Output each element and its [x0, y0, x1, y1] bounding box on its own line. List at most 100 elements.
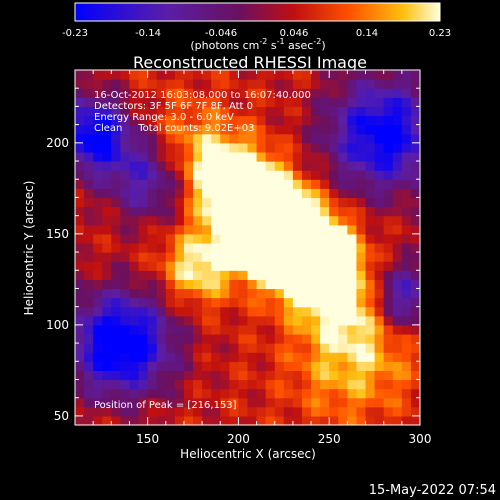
heatmap-cell — [75, 233, 85, 244]
heatmap-cell — [156, 406, 167, 417]
heatmap-cell — [147, 97, 158, 108]
heatmap-cell — [165, 370, 176, 381]
heatmap-cell — [301, 224, 312, 235]
heatmap-cell — [238, 88, 249, 98]
heatmap-cell — [356, 252, 367, 262]
heatmap-cell — [75, 224, 85, 235]
heatmap-cell — [265, 179, 276, 189]
heatmap-cell — [301, 315, 312, 326]
heatmap-cell — [401, 70, 412, 80]
heatmap-cell — [374, 415, 385, 425]
heatmap-cell — [75, 261, 85, 271]
heatmap-cell — [220, 151, 230, 162]
heatmap-cell — [102, 188, 112, 199]
heatmap-cell — [283, 179, 294, 189]
heatmap-cell — [410, 206, 420, 217]
heatmap-cell — [211, 88, 221, 98]
heatmap-cell — [165, 88, 176, 98]
heatmap-cell — [274, 224, 285, 235]
heatmap-cell — [392, 397, 403, 408]
heatmap-cell — [156, 188, 167, 199]
heatmap-cell — [211, 343, 221, 353]
heatmap-cell — [311, 97, 321, 108]
heatmap-cell — [202, 379, 212, 390]
heatmap-cell — [356, 270, 367, 280]
heatmap-cell — [174, 306, 185, 317]
heatmap-cell — [392, 170, 403, 180]
heatmap-cell — [202, 133, 212, 144]
heatmap-cell — [147, 124, 158, 135]
heatmap-cell — [147, 233, 158, 244]
heatmap-cell — [356, 179, 367, 189]
heatmap-cell — [229, 151, 240, 162]
heatmap-cell — [165, 151, 176, 162]
heatmap-cell — [401, 233, 412, 244]
heatmap-cell — [338, 224, 348, 235]
heatmap-cell — [93, 242, 103, 253]
heatmap-cell — [238, 70, 249, 80]
heatmap-cell — [156, 379, 167, 390]
heatmap-cell — [392, 215, 403, 226]
heatmap-cell — [75, 88, 85, 98]
heatmap-cell — [156, 115, 167, 126]
heatmap-cell — [211, 252, 221, 262]
heatmap-cell — [211, 306, 221, 317]
heatmap-cell — [347, 288, 358, 299]
heatmap-cell — [229, 333, 240, 344]
heatmap-cell — [320, 188, 330, 199]
heatmap-cell — [265, 343, 276, 353]
heatmap-cell — [301, 79, 312, 89]
heatmap-cell — [229, 379, 240, 390]
heatmap-cell — [356, 206, 367, 217]
heatmap-cell — [220, 379, 230, 390]
heatmap-cell — [211, 315, 221, 326]
heatmap-cell — [193, 324, 203, 335]
heatmap-cell — [84, 142, 94, 153]
heatmap-cell — [383, 361, 394, 371]
heatmap-cell — [93, 142, 103, 153]
x-tick-label: 150 — [136, 432, 159, 446]
heatmap-cell — [229, 252, 240, 262]
heatmap-cell — [156, 315, 167, 326]
heatmap-cell — [174, 370, 185, 381]
heatmap-cell — [383, 179, 394, 189]
heatmap-cell — [347, 270, 358, 280]
heatmap-cell — [247, 297, 258, 308]
heatmap-cell — [356, 415, 367, 425]
heatmap-cell — [220, 252, 230, 262]
heatmap-cell — [75, 333, 85, 344]
heatmap-cell — [238, 406, 249, 417]
heatmap-cell — [347, 224, 358, 235]
heatmap-cell — [347, 343, 358, 353]
heatmap-cell — [111, 179, 121, 189]
heatmap-cell — [220, 70, 230, 80]
heatmap-cell — [265, 215, 276, 226]
heatmap-cell — [311, 324, 321, 335]
heatmap-cell — [147, 306, 158, 317]
heatmap-cell — [392, 206, 403, 217]
heatmap-cell — [274, 406, 285, 417]
heatmap-cell — [138, 124, 149, 135]
heatmap-cell — [301, 124, 312, 135]
heatmap-cell — [265, 170, 276, 180]
heatmap-cell — [338, 333, 348, 344]
heatmap-cell — [165, 415, 176, 425]
heatmap-cell — [383, 261, 394, 271]
heatmap-cell — [265, 151, 276, 162]
heatmap-cell — [111, 388, 121, 399]
heatmap-cell — [220, 279, 230, 290]
heatmap-cell — [410, 179, 420, 189]
heatmap-cell — [410, 142, 420, 153]
heatmap-cell — [401, 142, 412, 153]
heatmap-cell — [202, 343, 212, 353]
heatmap-cell — [193, 370, 203, 381]
heatmap-cell — [220, 415, 230, 425]
heatmap-cell — [193, 261, 203, 271]
heatmap-cell — [374, 224, 385, 235]
heatmap-cell — [301, 151, 312, 162]
heatmap-cell — [238, 315, 249, 326]
heatmap-cell — [383, 233, 394, 244]
heatmap-cell — [311, 188, 321, 199]
heatmap-cell — [338, 406, 348, 417]
heatmap-cell — [265, 406, 276, 417]
